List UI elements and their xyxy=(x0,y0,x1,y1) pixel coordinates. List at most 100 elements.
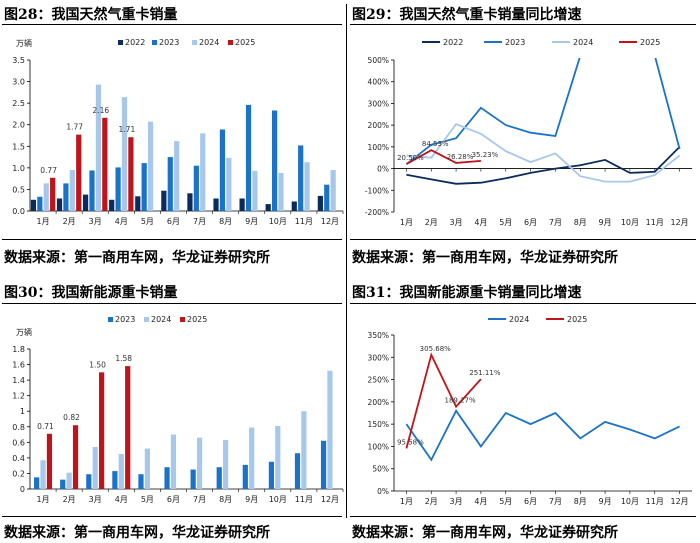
bar-2024 xyxy=(226,157,232,211)
legend-label: 2022 xyxy=(443,38,463,47)
legend-swatch-2023 xyxy=(152,40,157,45)
x-tick-label: 3月 xyxy=(89,495,102,504)
y-tick-label: 0.4 xyxy=(12,454,25,463)
chart-ev-sales: 0 0.2 0.4 0.6 0.8 1 1.2 1.4 1.6 1.8 万辆 1月 2月 3月 4月 5月 6月… xyxy=(12,315,344,504)
data-label: 35.23% xyxy=(472,151,499,159)
bar-2022 xyxy=(187,193,193,211)
bar-2023 xyxy=(271,110,278,211)
legend-label: 2024 xyxy=(151,315,171,324)
bar-2022 xyxy=(83,194,89,211)
y-tick-label: 0% xyxy=(377,487,389,496)
legend-label: 2024 xyxy=(509,315,529,324)
panel-divider xyxy=(346,4,347,518)
y-tick-label: 1.6 xyxy=(12,361,25,370)
panel-title: 图28：我国天然气重卡销量 xyxy=(4,7,178,23)
data-label: 0.71 xyxy=(37,422,54,431)
x-tick-label: 5月 xyxy=(499,218,512,227)
x-tick-label: 5月 xyxy=(141,217,154,226)
x-tick-label: 9月 xyxy=(245,495,258,504)
legend-label: 2025 xyxy=(567,315,587,324)
bar-2023 xyxy=(193,165,199,211)
x-tick-label: 10月 xyxy=(269,217,287,226)
bar-2023 xyxy=(164,467,170,489)
footer-rule xyxy=(2,239,342,240)
data-label: 189.27% xyxy=(445,397,476,405)
x-tick-label: 4月 xyxy=(474,218,487,227)
x-tick-label: 1月 xyxy=(36,495,49,504)
data-label: 95.58% xyxy=(397,438,424,446)
title-rule xyxy=(350,24,696,25)
y-tick-label: 3.5 xyxy=(12,56,25,65)
bar-2023 xyxy=(63,183,69,211)
footer-rule xyxy=(350,239,696,240)
bar-2023 xyxy=(141,163,147,211)
legend-label: 2025 xyxy=(235,38,255,47)
bar-2023 xyxy=(216,467,222,489)
bar-2023 xyxy=(112,471,118,489)
y-unit-label: 万辆 xyxy=(16,38,32,48)
x-tick-label: 4月 xyxy=(115,217,128,226)
bar-2022 xyxy=(135,196,141,211)
x-tick-label: 11月 xyxy=(295,495,313,504)
x-tick-label: 3月 xyxy=(450,218,463,227)
bar-2025 xyxy=(128,137,134,211)
bar-2024 xyxy=(170,434,177,489)
y-tick-label: 350% xyxy=(368,331,389,340)
panel-title: 图31：我国新能源重卡销量同比增速 xyxy=(352,285,582,301)
bar-2024 xyxy=(249,427,255,489)
bar-2023 xyxy=(298,145,304,211)
data-label: 26.28% xyxy=(447,153,474,161)
x-tick-label: 7月 xyxy=(193,495,206,504)
footer-rule xyxy=(350,516,696,517)
bar-2023 xyxy=(324,184,330,211)
x-tick-label: 8月 xyxy=(574,218,587,227)
bar-2024 xyxy=(121,97,128,211)
bar-2024 xyxy=(144,448,150,489)
legend-label: 2023 xyxy=(115,315,135,324)
y-tick-label: 1.8 xyxy=(12,345,25,354)
bar-2024 xyxy=(118,454,124,489)
bar-2022 xyxy=(56,198,63,211)
bar-2024 xyxy=(95,84,102,211)
legend-label: 2025 xyxy=(187,315,207,324)
bar-2024 xyxy=(69,170,75,211)
x-tick-label: 8月 xyxy=(574,497,587,506)
panel-source: 数据来源：第一商用车网，华龙证券研究所 xyxy=(4,525,270,541)
bar-2022 xyxy=(291,201,297,211)
y-tick-label: 100% xyxy=(368,442,389,451)
legend-label: 2023 xyxy=(505,38,525,47)
legend-label: 2022 xyxy=(125,38,145,47)
x-tick-label: 12月 xyxy=(670,497,688,506)
y-tick-label: 0.0 xyxy=(12,207,25,216)
x-tick-label: 6月 xyxy=(167,217,180,226)
y-tick-label: 100% xyxy=(368,143,389,152)
bar-2024 xyxy=(301,411,307,489)
legend-swatch-2024 xyxy=(144,317,149,322)
bar-2024 xyxy=(304,162,310,211)
title-rule xyxy=(2,24,342,25)
x-tick-label: 5月 xyxy=(499,497,512,506)
bar-2022 xyxy=(265,204,271,211)
y-tick-label: 150% xyxy=(368,420,389,429)
legend-label: 2024 xyxy=(573,38,593,47)
x-tick-label: 10月 xyxy=(621,218,639,227)
bar-2023 xyxy=(268,461,274,489)
data-label: 1.58 xyxy=(115,354,132,363)
y-tick-label: 0% xyxy=(377,165,389,174)
x-tick-label: 6月 xyxy=(167,495,180,504)
line-2025 xyxy=(405,149,481,165)
bar-2022 xyxy=(239,198,245,211)
x-tick-label: 8月 xyxy=(219,495,232,504)
x-tick-label: 3月 xyxy=(89,217,102,226)
x-tick-label: 10月 xyxy=(621,497,639,506)
legend-swatch-2024 xyxy=(192,40,197,45)
x-tick-label: 2月 xyxy=(425,218,438,227)
y-tick-label: 2.0 xyxy=(12,121,25,130)
y-tick-label: 1 xyxy=(20,407,25,416)
x-tick-label: 1月 xyxy=(36,217,49,226)
y-tick-label: 200% xyxy=(368,398,389,407)
chart-gas-sales: 0.0 0.5 1.0 1.5 2.0 2.5 3.0 3.5 万辆 1月 2月 3月 4月 5月 6月 7月… xyxy=(12,38,344,226)
y-tick-label: 1.5 xyxy=(12,142,25,151)
bar-2023 xyxy=(89,170,95,211)
y-tick-label: 200% xyxy=(368,121,389,130)
